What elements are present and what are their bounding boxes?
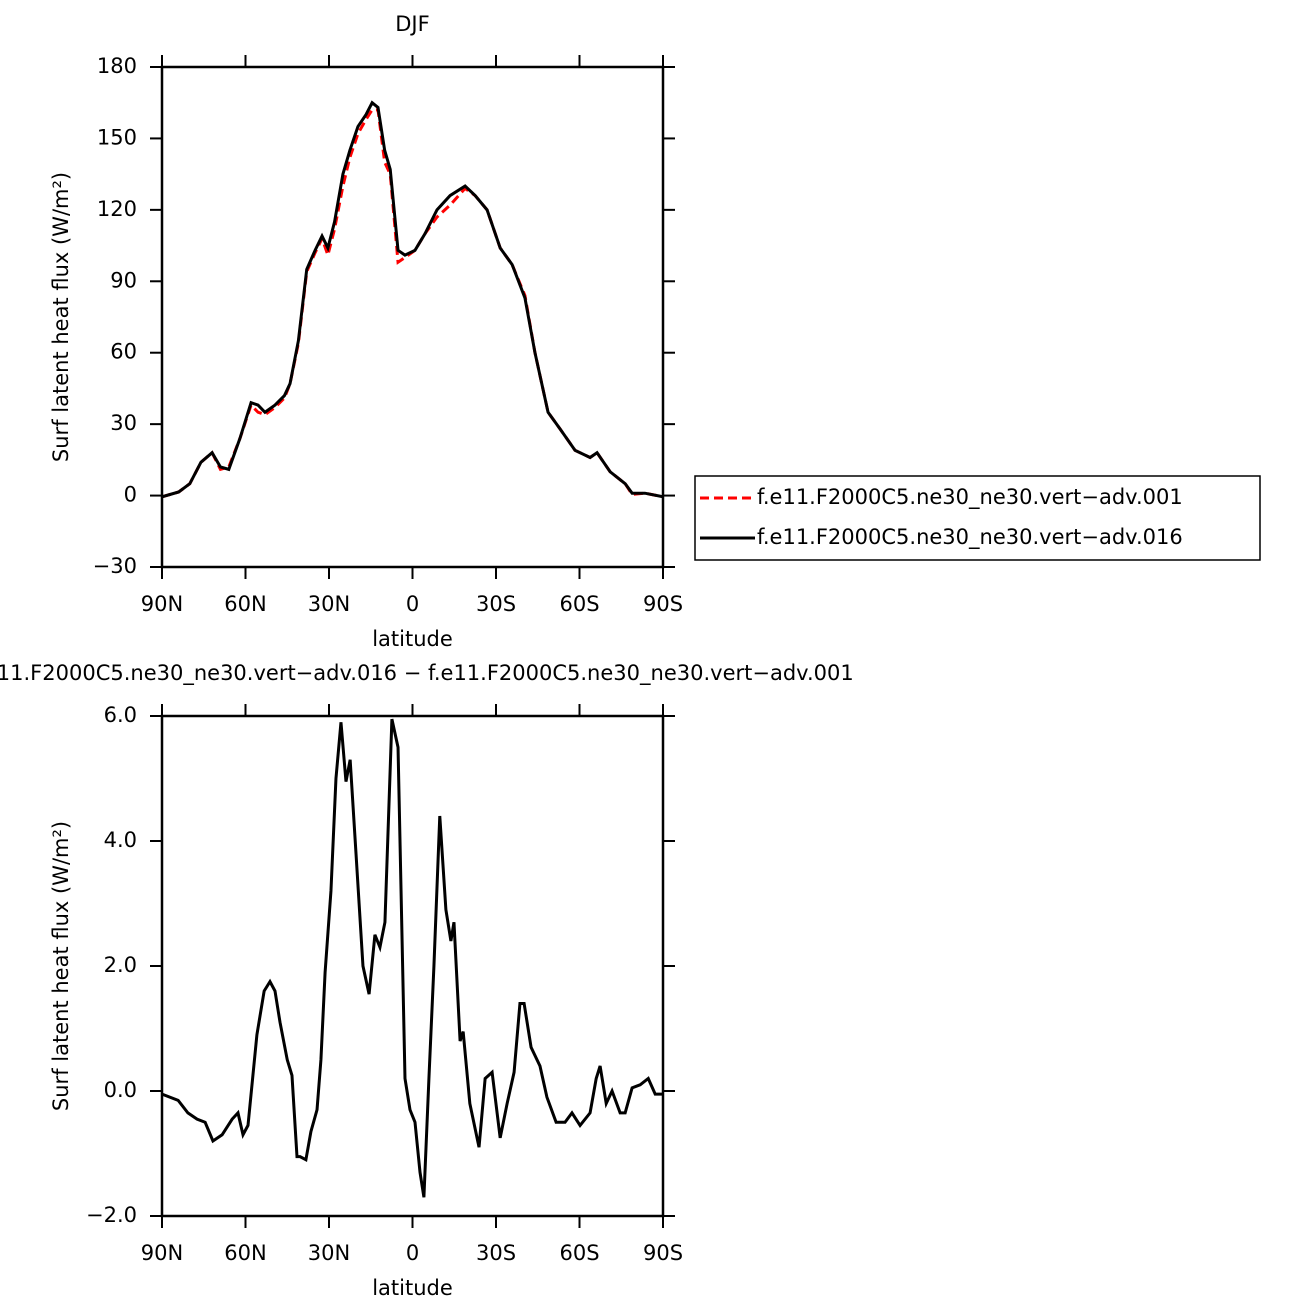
series-line — [161, 718, 663, 1198]
x-tick-label: 60N — [224, 592, 266, 616]
y-tick-label: 180 — [97, 54, 137, 78]
y-tick-label: −2.0 — [86, 1203, 137, 1227]
y-tick-label: 150 — [97, 125, 137, 149]
x-tick-label: 0 — [406, 1241, 419, 1265]
y-axis-label: Surf latent heat flux (W/m²) — [49, 172, 73, 462]
x-tick-label: 60S — [559, 1241, 599, 1265]
x-tick-label: 30N — [308, 592, 350, 616]
x-tick-label: 90N — [141, 592, 183, 616]
x-tick-label: 60N — [224, 1241, 266, 1265]
y-tick-label: 90 — [110, 268, 137, 292]
legend-label: f.e11.F2000C5.ne30_ne30.vert−adv.001 — [757, 485, 1183, 510]
y-tick-label: 120 — [97, 197, 137, 221]
y-tick-label: 6.0 — [104, 703, 137, 727]
y-tick-label: 30 — [110, 411, 137, 435]
x-axis-label: latitude — [372, 1276, 453, 1300]
x-tick-label: 90N — [141, 1241, 183, 1265]
y-axis-label: Surf latent heat flux (W/m²) — [49, 821, 73, 1111]
chart-title: f.e11.F2000C5.ne30_ne30.vert−adv.016 − f… — [0, 661, 854, 686]
x-tick-label: 60S — [559, 592, 599, 616]
x-tick-label: 90S — [643, 1241, 683, 1265]
y-tick-label: 2.0 — [104, 953, 137, 977]
plot-frame — [160, 65, 665, 569]
x-tick-label: 30S — [476, 592, 516, 616]
y-tick-label: 4.0 — [104, 828, 137, 852]
x-axis-label: latitude — [372, 627, 453, 651]
x-tick-label: 30N — [308, 1241, 350, 1265]
legend-label: f.e11.F2000C5.ne30_ne30.vert−adv.016 — [757, 525, 1183, 550]
y-tick-label: 60 — [110, 340, 137, 364]
x-tick-label: 90S — [643, 592, 683, 616]
plot-frame — [160, 714, 665, 1218]
chart-title: DJF — [395, 12, 429, 36]
x-tick-label: 0 — [406, 592, 419, 616]
x-tick-label: 30S — [476, 1241, 516, 1265]
legend-box — [694, 475, 1261, 561]
series-line — [161, 108, 664, 499]
series-line — [161, 100, 664, 499]
y-tick-label: 0.0 — [104, 1078, 137, 1102]
y-tick-label: 0 — [124, 483, 137, 507]
y-tick-label: −30 — [93, 554, 137, 578]
